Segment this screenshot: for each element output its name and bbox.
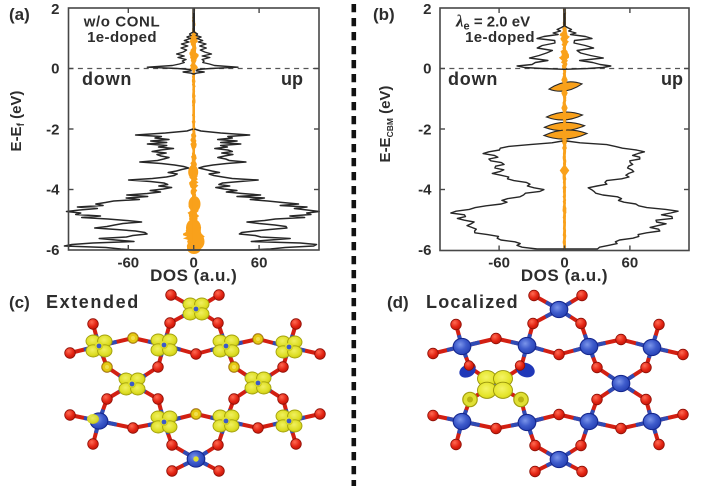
svg-text:2: 2 <box>51 1 59 18</box>
svg-text:-2: -2 <box>46 122 59 139</box>
svg-text:-6: -6 <box>418 242 431 259</box>
svg-text:(b): (b) <box>373 5 395 24</box>
svg-text:0: 0 <box>423 61 431 78</box>
svg-text:0: 0 <box>560 255 568 272</box>
svg-text:up: up <box>661 69 683 89</box>
svg-text:E-Ef (eV): E-Ef (eV) <box>8 91 27 152</box>
svg-text:Extended: Extended <box>46 292 140 312</box>
svg-text:60: 60 <box>251 255 268 272</box>
svg-text:down: down <box>82 69 132 89</box>
svg-text:-2: -2 <box>418 122 431 139</box>
svg-text:(d): (d) <box>387 293 409 312</box>
svg-text:0: 0 <box>190 255 198 272</box>
svg-text:-60: -60 <box>117 255 139 272</box>
svg-text:DOS (a.u.): DOS (a.u.) <box>150 266 237 285</box>
svg-text:E-ECBM (eV): E-ECBM (eV) <box>377 86 395 163</box>
svg-text:(a): (a) <box>9 5 30 24</box>
svg-text:λe = 2.0 eV: λe = 2.0 eV <box>455 12 530 33</box>
svg-text:-4: -4 <box>46 182 60 199</box>
svg-text:1e-doped: 1e-doped <box>87 29 157 46</box>
svg-text:w/o CONL: w/o CONL <box>83 14 160 31</box>
svg-text:1e-doped: 1e-doped <box>465 29 535 46</box>
svg-text:0: 0 <box>51 61 59 78</box>
svg-text:down: down <box>448 69 498 89</box>
svg-text:Localized: Localized <box>426 292 519 312</box>
svg-text:60: 60 <box>622 255 639 272</box>
svg-text:-4: -4 <box>418 182 432 199</box>
svg-text:(c): (c) <box>9 293 30 312</box>
svg-text:2: 2 <box>423 1 431 18</box>
svg-text:-6: -6 <box>46 242 59 259</box>
svg-text:-60: -60 <box>488 255 510 272</box>
svg-text:up: up <box>281 69 303 89</box>
svg-text:DOS (a.u.): DOS (a.u.) <box>521 266 608 285</box>
